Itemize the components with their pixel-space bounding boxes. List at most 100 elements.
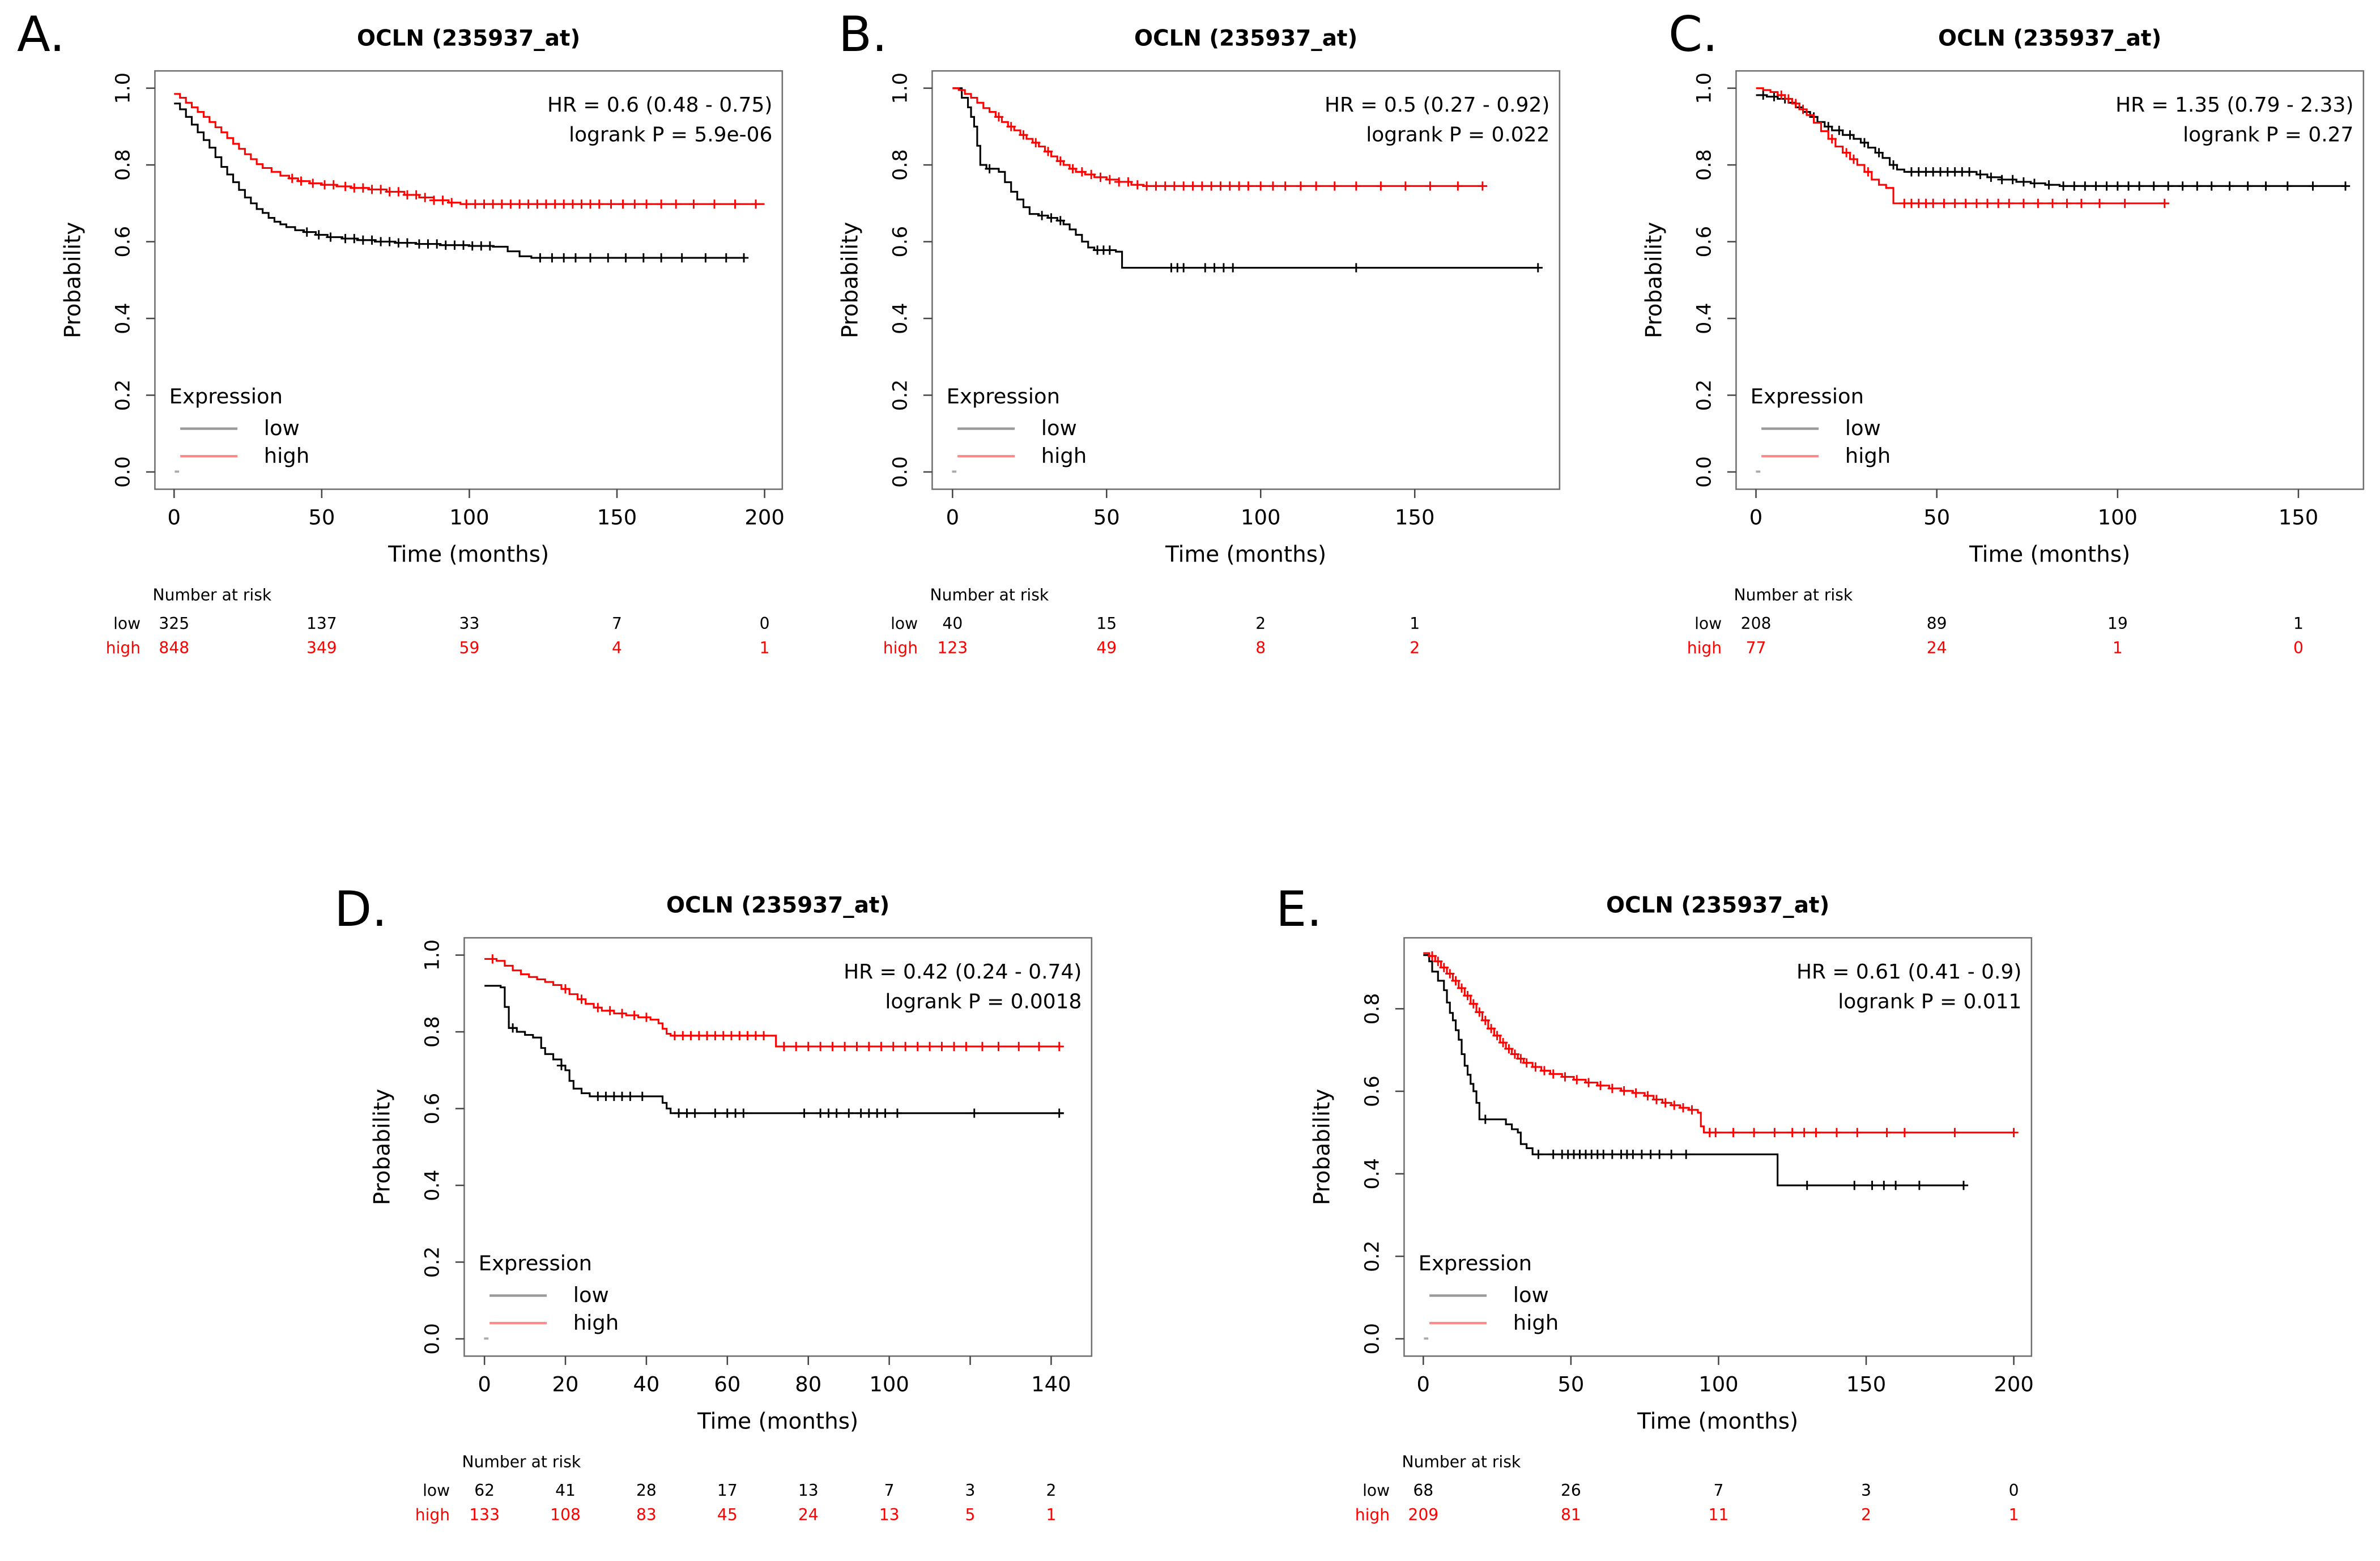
y-tick-label: 0.4 bbox=[1361, 1158, 1384, 1190]
y-tick-label: 0.4 bbox=[1693, 303, 1716, 334]
censor-marks-high bbox=[287, 173, 761, 209]
km-plot-svg-e: OCLN (235937_at) HR = 0.61 (0.41 - 0.9) lo… bbox=[1309, 892, 2034, 1524]
km-curve-low bbox=[1423, 954, 1964, 1186]
x-tick-label: 50 bbox=[1557, 1372, 1584, 1397]
risk-count: 325 bbox=[159, 614, 189, 633]
risk-count: 81 bbox=[1561, 1505, 1581, 1524]
legend-title: Expression bbox=[169, 384, 283, 409]
panel-label-b: B. bbox=[838, 6, 888, 63]
x-axis-title: Time (months) bbox=[1969, 542, 2130, 568]
risk-count: 13 bbox=[798, 1481, 819, 1500]
risk-count: 123 bbox=[937, 639, 968, 657]
x-tick-label: 150 bbox=[597, 505, 637, 530]
y-axis-title: Probability bbox=[1309, 1089, 1335, 1205]
panel-label-e: E. bbox=[1276, 881, 1322, 938]
x-tick-label: 200 bbox=[1994, 1372, 2033, 1397]
plot-title: OCLN (235937_at) bbox=[1134, 25, 1357, 51]
risk-count: 77 bbox=[1746, 639, 1766, 657]
risk-count: 208 bbox=[1741, 614, 1772, 633]
km-panel-b: OCLN (235937_at) HR = 0.5 (0.27 - 0.92) lo… bbox=[806, 16, 1576, 748]
y-tick-label: 0.8 bbox=[1693, 149, 1716, 181]
x-tick-label: 50 bbox=[308, 505, 335, 530]
x-tick-label: 150 bbox=[2279, 505, 2318, 530]
risk-row-label-high: high bbox=[1355, 1505, 1390, 1524]
risk-table-header: Number at risk bbox=[153, 586, 272, 605]
y-axis-title: Probability bbox=[837, 222, 863, 338]
censor-marks-low bbox=[985, 164, 1543, 273]
x-tick-label: 50 bbox=[1923, 505, 1950, 530]
plot-frame bbox=[463, 937, 1093, 1357]
km-panel-a: OCLN (235937_at) HR = 0.6 (0.48 - 0.75) lo… bbox=[28, 16, 799, 748]
plot-title: OCLN (235937_at) bbox=[1606, 892, 1829, 918]
risk-count: 7 bbox=[612, 614, 622, 633]
legend-title: Expression bbox=[479, 1251, 592, 1275]
risk-count: 1 bbox=[1046, 1505, 1056, 1524]
x-tick-label: 100 bbox=[1698, 1372, 1738, 1397]
censor-marks-high bbox=[1427, 951, 2019, 1137]
risk-count: 17 bbox=[717, 1481, 738, 1500]
risk-row-label-high: high bbox=[883, 639, 918, 657]
y-tick-label: 0.2 bbox=[889, 380, 912, 411]
legend-title: Expression bbox=[1751, 384, 1864, 409]
legend-title: Expression bbox=[1419, 1251, 1532, 1275]
y-tick-label: 0.0 bbox=[421, 1323, 444, 1355]
y-tick-label: 0.2 bbox=[421, 1247, 444, 1278]
x-tick-label: 140 bbox=[1031, 1372, 1071, 1397]
y-axis-title: Probability bbox=[60, 222, 86, 338]
risk-count: 1 bbox=[2009, 1505, 2019, 1524]
y-tick-label: 0.4 bbox=[421, 1169, 444, 1201]
hr-annotation: HR = 0.5 (0.27 - 0.92) bbox=[1325, 93, 1549, 117]
risk-table-header: Number at risk bbox=[462, 1453, 581, 1471]
y-tick-label: 0.6 bbox=[112, 226, 135, 258]
risk-count: 7 bbox=[1713, 1481, 1723, 1500]
y-tick-label: 0.8 bbox=[1361, 993, 1384, 1025]
risk-row-label-low: low bbox=[1694, 614, 1722, 633]
km-curve-low bbox=[952, 87, 1538, 269]
km-plot-svg-a: OCLN (235937_at) HR = 0.6 (0.48 - 0.75) lo… bbox=[60, 25, 785, 657]
risk-count: 1 bbox=[2293, 614, 2304, 633]
risk-count: 133 bbox=[469, 1505, 500, 1524]
risk-table-header: Number at risk bbox=[930, 586, 1049, 605]
y-tick-label: 0.4 bbox=[112, 303, 135, 334]
hr-annotation: HR = 0.61 (0.41 - 0.9) bbox=[1796, 960, 2021, 984]
risk-count: 3 bbox=[1861, 1481, 1871, 1500]
risk-count: 2 bbox=[1046, 1481, 1056, 1500]
x-axis-title: Time (months) bbox=[388, 542, 549, 568]
logrank-annotation: logrank P = 5.9e-06 bbox=[569, 123, 772, 146]
y-tick-label: 1.0 bbox=[421, 939, 444, 971]
risk-table-header: Number at risk bbox=[1734, 586, 1853, 605]
y-tick-label: 0.0 bbox=[1361, 1323, 1384, 1355]
legend-label-low: low bbox=[573, 1283, 609, 1307]
y-tick-label: 1.0 bbox=[1693, 73, 1716, 104]
risk-count: 1 bbox=[1410, 614, 1420, 633]
plot-frame bbox=[1403, 937, 2033, 1357]
censor-marks-low bbox=[1480, 1115, 1969, 1190]
risk-count: 24 bbox=[798, 1505, 819, 1524]
risk-count: 40 bbox=[942, 614, 963, 633]
legend-label-high: high bbox=[1041, 444, 1087, 468]
km-plot-svg-c: OCLN (235937_at) HR = 1.35 (0.79 - 2.33) l… bbox=[1641, 25, 2365, 657]
x-tick-label: 200 bbox=[744, 505, 784, 530]
risk-count: 0 bbox=[760, 614, 770, 633]
risk-count: 3 bbox=[965, 1481, 976, 1500]
risk-count: 28 bbox=[636, 1481, 657, 1500]
y-tick-label: 1.0 bbox=[112, 73, 135, 104]
x-axis-title: Time (months) bbox=[697, 1409, 858, 1435]
y-tick-label: 0.4 bbox=[889, 303, 912, 334]
censor-marks-high bbox=[488, 954, 1064, 1052]
x-tick-label: 20 bbox=[552, 1372, 579, 1397]
risk-count: 41 bbox=[555, 1481, 576, 1500]
logrank-annotation: logrank P = 0.27 bbox=[2183, 123, 2353, 146]
risk-row-label-low: low bbox=[1363, 1481, 1390, 1500]
legend-label-low: low bbox=[1845, 416, 1881, 440]
risk-count: 15 bbox=[1096, 614, 1117, 633]
y-tick-label: 0.0 bbox=[112, 456, 135, 488]
censor-marks-high bbox=[1777, 90, 2169, 209]
plot-frame bbox=[154, 70, 784, 490]
risk-count: 8 bbox=[1255, 639, 1266, 657]
risk-row-label-low: low bbox=[423, 1481, 450, 1500]
y-axis-title: Probability bbox=[369, 1089, 395, 1205]
km-curve-low bbox=[1756, 94, 2345, 187]
y-tick-label: 0.8 bbox=[889, 149, 912, 181]
